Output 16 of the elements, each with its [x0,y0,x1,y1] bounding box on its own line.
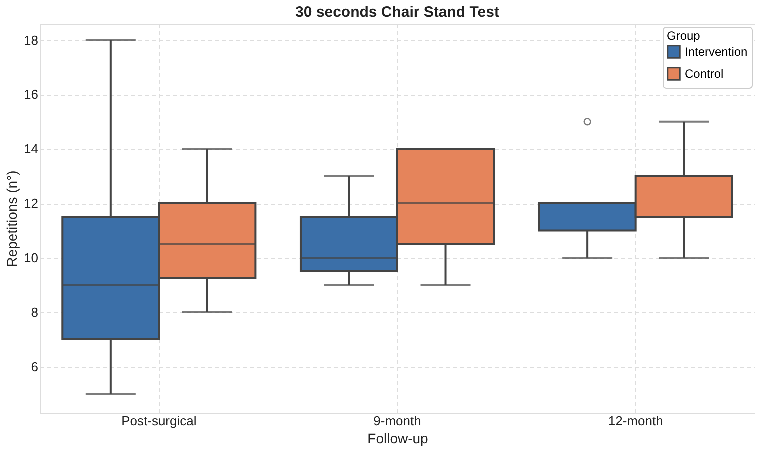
legend-title: Group [667,29,701,43]
y-tick-label: 10 [24,250,38,266]
x-tick-label: 9-month [374,414,422,428]
x-axis-title: Follow-up [368,430,429,446]
y-axis-title: Repetitions (n°) [4,170,20,268]
legend-label: Control [685,67,724,81]
y-tick-label: 12 [24,196,38,212]
y-tick-label: 18 [24,32,38,48]
legend-label: Intervention [685,45,748,59]
y-tick-label: 14 [24,142,38,157]
chart-title: 30 seconds Chair Stand Test [296,4,500,21]
y-tick-label: 6 [31,359,38,374]
x-tick-label: 12-month [608,414,664,428]
x-tick-label: Post-surgical [122,414,197,428]
y-tick-label: 8 [31,304,38,320]
y-tick-label: 16 [24,87,38,102]
